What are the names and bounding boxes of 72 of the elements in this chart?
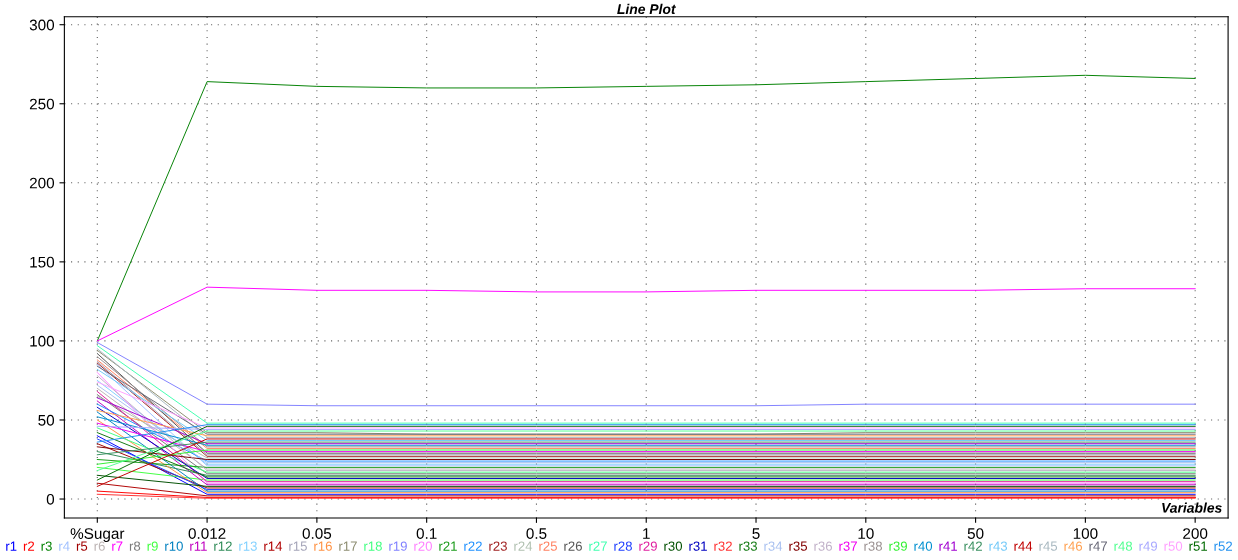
chart-title: Line Plot: [617, 3, 677, 15]
text: r1: [6, 541, 17, 551]
text: r33: [739, 541, 757, 551]
text: r31: [689, 541, 707, 551]
y-tick-label: 0: [46, 493, 55, 505]
text: r42: [964, 541, 982, 551]
text: r46: [1064, 541, 1083, 551]
text: r38: [864, 541, 883, 551]
x-tick-label: %Sugar: [70, 528, 125, 542]
x-tick-label: 5: [752, 528, 760, 539]
y-tick-label: 50: [38, 414, 55, 426]
text: r14: [264, 541, 283, 551]
y-tick-label: 250: [29, 98, 55, 110]
text: r35: [789, 541, 808, 551]
text: r6: [94, 541, 105, 551]
text: r45: [1039, 541, 1058, 551]
text: r41: [939, 541, 957, 551]
text: r32: [714, 541, 732, 551]
y-tick-label: 100: [30, 335, 55, 347]
text: r51: [1189, 541, 1208, 551]
text: r40: [914, 541, 933, 551]
text: r48: [1114, 541, 1133, 551]
text: r17: [339, 541, 357, 551]
text: r4: [59, 541, 70, 551]
text: r16: [314, 541, 332, 551]
text: r13: [239, 541, 257, 551]
text: r43: [989, 541, 1008, 551]
text: r34: [764, 541, 783, 551]
x-tick-label: 10: [858, 528, 874, 539]
text: r29: [639, 541, 657, 551]
text: r19: [389, 541, 407, 551]
text: r44: [1014, 541, 1033, 551]
text: r27: [589, 541, 607, 551]
text: r49: [1139, 541, 1158, 551]
text: r20: [414, 541, 432, 551]
text: r37: [839, 541, 857, 551]
text: r2: [23, 541, 35, 551]
x-tick-label: 50: [967, 528, 984, 539]
x-tick-label: 0.05: [302, 528, 332, 539]
text: r11: [190, 541, 207, 551]
x-tick-label: 0.012: [188, 528, 226, 539]
text: r25: [539, 541, 557, 551]
text: r7: [112, 541, 123, 551]
text: r3: [41, 541, 52, 551]
text: r52: [1214, 541, 1233, 551]
text: r26: [564, 541, 582, 551]
text: r10: [165, 541, 183, 551]
text: r30: [664, 541, 683, 551]
text: r28: [614, 541, 632, 551]
text: r8: [129, 541, 141, 551]
x-tick-label: 0.5: [526, 528, 547, 539]
text: r21: [439, 541, 457, 551]
text: r24: [514, 541, 533, 551]
text: r18: [364, 541, 382, 551]
text: r36: [814, 541, 832, 551]
text: r12: [214, 541, 232, 551]
x-axis-title: Variables: [1162, 502, 1222, 513]
y-tick-label: 300: [29, 19, 55, 31]
x-tick-label: 0.1: [416, 528, 437, 539]
text: r39: [889, 541, 907, 551]
x-tick-label: 200: [1183, 528, 1208, 539]
text: r22: [464, 541, 482, 551]
x-tick-label: 100: [1073, 528, 1098, 539]
text: r23: [489, 541, 507, 551]
x-tick-label: 1: [643, 528, 650, 539]
text: r5: [76, 541, 88, 551]
text: r15: [289, 541, 307, 551]
text: r50: [1164, 541, 1183, 551]
y-tick-label: 150: [30, 256, 55, 268]
text: r47: [1089, 541, 1107, 551]
y-tick-label: 200: [29, 177, 55, 189]
text: r9: [147, 541, 158, 551]
